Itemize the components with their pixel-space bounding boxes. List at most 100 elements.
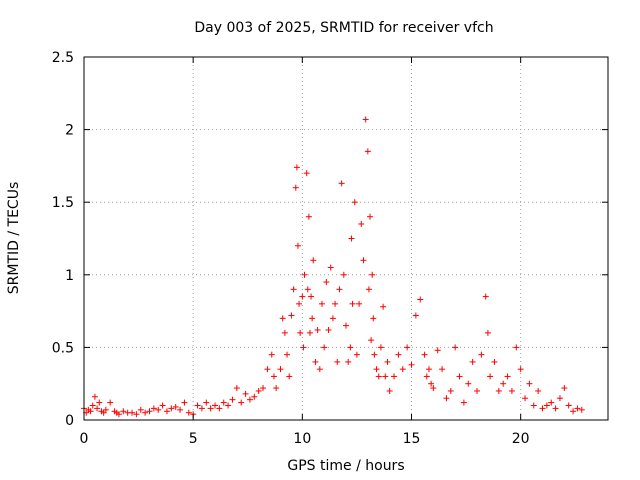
data-point: [399, 366, 406, 373]
data-point: [386, 387, 393, 394]
data-point: [301, 271, 308, 278]
data-point: [94, 405, 101, 412]
y-tick-label: 2.5: [52, 50, 74, 66]
data-point: [384, 358, 391, 365]
data-point: [314, 326, 321, 333]
data-point: [349, 300, 356, 307]
data-point: [395, 351, 402, 358]
data-point: [570, 408, 577, 415]
data-point: [447, 387, 454, 394]
data-point: [305, 213, 312, 220]
data-point: [334, 358, 341, 365]
data-point: [96, 399, 103, 406]
data-point: [242, 390, 249, 397]
data-point: [264, 366, 271, 373]
data-point: [293, 164, 300, 171]
data-point: [172, 403, 179, 410]
data-point: [358, 220, 365, 227]
data-point: [452, 344, 459, 351]
data-point: [548, 399, 555, 406]
data-point: [484, 329, 491, 336]
y-tick-label: 1: [65, 268, 74, 284]
data-point: [362, 116, 369, 123]
data-point: [428, 380, 435, 387]
data-point: [321, 344, 328, 351]
data-point: [482, 293, 489, 300]
data-point: [336, 286, 343, 293]
x-tick-label: 15: [403, 431, 421, 447]
data-point: [279, 315, 286, 322]
data-point: [332, 300, 339, 307]
data-point: [371, 351, 378, 358]
x-tick-label: 20: [512, 431, 530, 447]
data-point: [168, 405, 175, 412]
data-point: [443, 395, 450, 402]
data-point: [380, 303, 387, 310]
data-point: [439, 366, 446, 373]
data-point: [129, 409, 136, 416]
x-tick-label: 5: [189, 431, 198, 447]
data-point: [552, 405, 559, 412]
data-point: [318, 300, 325, 307]
data-points: [81, 116, 585, 418]
data-point: [404, 344, 411, 351]
data-point: [273, 385, 280, 392]
y-tick-label: 2: [65, 123, 74, 139]
data-point: [539, 405, 546, 412]
data-point: [233, 385, 240, 392]
grid: [84, 57, 608, 420]
plot-frame: [83, 56, 609, 421]
data-point: [465, 380, 472, 387]
data-point: [185, 409, 192, 416]
data-point: [513, 344, 520, 351]
data-point: [460, 399, 467, 406]
data-point: [308, 293, 315, 300]
data-point: [369, 271, 376, 278]
data-point: [246, 396, 253, 403]
data-point: [120, 408, 127, 415]
data-point: [556, 395, 563, 402]
data-point: [327, 264, 334, 271]
data-point: [87, 408, 94, 415]
data-point: [281, 329, 288, 336]
data-point: [89, 402, 96, 409]
data-point: [364, 148, 371, 155]
data-point: [102, 406, 109, 413]
data-point: [356, 300, 363, 307]
data-point: [225, 402, 232, 409]
data-point: [351, 199, 358, 206]
data-point: [133, 411, 140, 418]
data-point: [500, 380, 507, 387]
y-tick-label: 0.5: [52, 340, 74, 356]
data-point: [338, 180, 345, 187]
data-point: [478, 351, 485, 358]
data-point: [292, 184, 299, 191]
data-point: [181, 399, 188, 406]
data-point: [417, 296, 424, 303]
data-point: [325, 326, 332, 333]
data-point: [290, 286, 297, 293]
data-point: [535, 387, 542, 394]
data-point: [270, 373, 277, 380]
data-point: [203, 399, 210, 406]
data-point: [142, 409, 149, 416]
data-point: [474, 387, 480, 394]
data-point: [578, 406, 585, 413]
data-point: [91, 393, 98, 400]
data-point: [345, 358, 352, 365]
data-point: [284, 351, 291, 358]
data-point: [251, 393, 258, 400]
data-point: [216, 405, 223, 412]
data-point: [360, 257, 367, 264]
data-point: [115, 411, 122, 418]
data-point: [294, 242, 301, 249]
data-point: [565, 402, 572, 409]
data-point: [296, 300, 303, 307]
data-point: [353, 351, 360, 358]
data-point: [229, 396, 236, 403]
data-point: [159, 402, 166, 409]
data-point: [300, 344, 307, 351]
data-point: [163, 408, 170, 415]
